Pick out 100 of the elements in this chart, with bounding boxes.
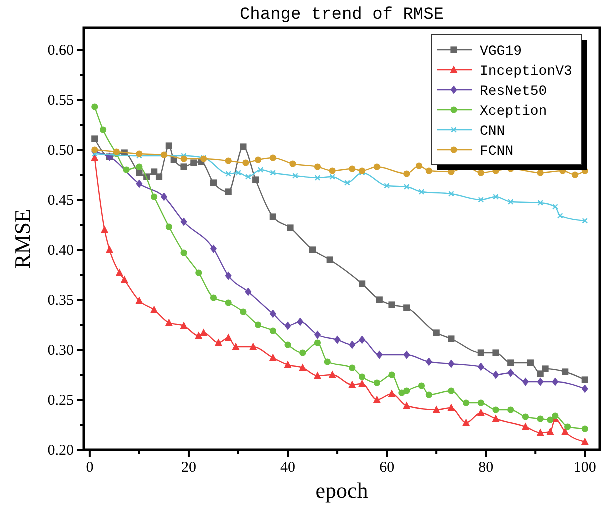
point [462, 400, 470, 406]
legend-label: VGG19 [480, 44, 522, 60]
point [508, 406, 514, 414]
point [404, 388, 410, 394]
point [448, 388, 455, 394]
point [492, 370, 500, 380]
point [478, 400, 484, 406]
point [478, 170, 484, 176]
legend-label: FCNN [480, 144, 514, 160]
point [246, 174, 252, 180]
point [522, 422, 530, 430]
y-tick-label: 0.25 [48, 393, 74, 409]
point [552, 204, 558, 210]
point [328, 370, 336, 378]
y-tick-label: 0.50 [48, 143, 74, 159]
point [225, 188, 232, 196]
point [462, 418, 470, 426]
point [258, 167, 264, 173]
point [359, 168, 366, 174]
point [270, 154, 276, 162]
point [376, 350, 383, 360]
point [210, 244, 218, 254]
point [92, 136, 98, 142]
y-axis-title: RMSE [10, 209, 35, 269]
point [374, 164, 380, 170]
point [92, 146, 98, 154]
point [478, 362, 484, 372]
point [150, 306, 158, 314]
point [582, 218, 588, 224]
point [448, 336, 455, 342]
point [426, 392, 432, 398]
point [508, 360, 514, 366]
y-tick-label: 0.45 [48, 193, 74, 209]
point [326, 256, 334, 264]
point [426, 168, 432, 174]
point [448, 360, 455, 368]
point [492, 414, 500, 422]
point [478, 197, 484, 203]
legend-label: ResNet50 [480, 84, 548, 100]
point [478, 350, 484, 356]
point [582, 426, 588, 432]
point [180, 218, 188, 226]
point [287, 224, 294, 232]
point [581, 438, 589, 446]
point [349, 364, 356, 372]
point [160, 152, 168, 158]
point [426, 358, 432, 366]
point [136, 296, 144, 304]
legend-label: Xception [480, 104, 548, 120]
point [106, 246, 114, 254]
point [403, 402, 411, 410]
point [224, 334, 232, 342]
point [358, 380, 366, 388]
x-axis-title: epoch [316, 478, 368, 503]
point [240, 144, 247, 150]
point [448, 404, 456, 412]
point [270, 328, 276, 334]
point [552, 378, 559, 386]
y-tick-label: 0.40 [48, 243, 74, 259]
point [236, 170, 242, 176]
point [116, 268, 124, 276]
x-tick-label: 40 [280, 460, 296, 476]
point [284, 342, 292, 348]
point [290, 160, 296, 168]
point [136, 180, 143, 188]
point [373, 396, 381, 404]
x-tick-label: 20 [181, 460, 196, 476]
point [292, 173, 298, 179]
point [448, 191, 454, 197]
point [299, 364, 307, 372]
point [582, 376, 588, 384]
point [359, 280, 366, 288]
point [151, 168, 158, 176]
point [309, 246, 316, 254]
point [492, 350, 500, 356]
point [546, 428, 554, 436]
point [136, 170, 143, 176]
point [180, 156, 188, 162]
point [195, 332, 203, 340]
point [314, 340, 322, 346]
point [508, 199, 514, 205]
point [329, 168, 336, 174]
point [536, 428, 544, 436]
point [564, 424, 572, 430]
point [196, 270, 202, 276]
point [250, 342, 258, 350]
point [151, 194, 158, 200]
point [334, 336, 341, 344]
point [418, 382, 426, 390]
point [562, 368, 569, 376]
point [572, 172, 579, 178]
x-tick-label: 60 [380, 460, 395, 476]
point [314, 164, 322, 170]
point [120, 276, 128, 284]
x-tick-label: 100 [574, 460, 596, 476]
y-tick-label: 0.30 [48, 343, 74, 359]
point [156, 174, 163, 180]
point [542, 366, 549, 372]
point [562, 428, 570, 436]
point [166, 142, 172, 150]
